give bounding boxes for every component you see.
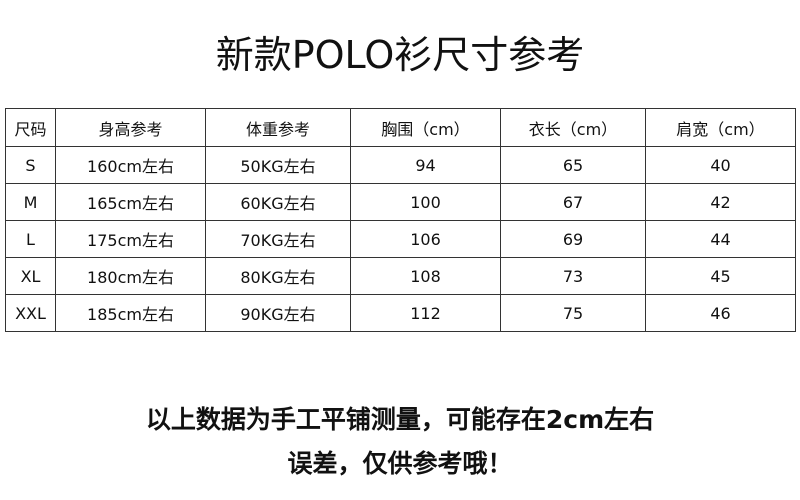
table-row: XL 180cm左右 80KG左右 108 73 45: [5, 257, 796, 295]
table-body: S 160cm左右 50KG左右 94 65 40 M 165cm左右 60KG左右 100 67 4…: [5, 146, 796, 332]
table-cell: L: [5, 220, 56, 258]
size-table: 尺码 身高参考 体重参考 胸围（cm） 衣长（cm） 肩宽（cm） S 160cm左右 50K…: [5, 108, 796, 332]
table-cell: 185cm左右: [55, 294, 206, 332]
table-cell: 90KG左右: [205, 294, 351, 332]
table-cell: 75: [500, 294, 646, 332]
table-cell: 70KG左右: [205, 220, 351, 258]
table-cell: 73: [500, 257, 646, 295]
column-header: 身高参考: [55, 108, 206, 147]
table-cell: 67: [500, 183, 646, 221]
table-cell: 100: [350, 183, 501, 221]
table-cell: 65: [500, 146, 646, 184]
table-cell: 175cm左右: [55, 220, 206, 258]
column-header: 尺码: [5, 108, 56, 147]
column-header: 胸围（cm）: [350, 108, 501, 147]
table-row: M 165cm左右 60KG左右 100 67 42: [5, 183, 796, 221]
table-row: S 160cm左右 50KG左右 94 65 40: [5, 146, 796, 184]
table-cell: XL: [5, 257, 56, 295]
column-header: 体重参考: [205, 108, 351, 147]
table-cell: S: [5, 146, 56, 184]
table-cell: 94: [350, 146, 501, 184]
note-line: 以上数据为手工平铺测量，可能存在2cm左右: [145, 405, 655, 434]
table-cell: 46: [645, 294, 796, 332]
table-cell: 69: [500, 220, 646, 258]
table-row: L 175cm左右 70KG左右 106 69 44: [5, 220, 796, 258]
column-header: 衣长（cm）: [500, 108, 646, 147]
table-cell: 44: [645, 220, 796, 258]
page-title: 新款POLO衫尺寸参考: [215, 33, 585, 77]
table-cell: 165cm左右: [55, 183, 206, 221]
table-cell: 80KG左右: [205, 257, 351, 295]
table-cell: 60KG左右: [205, 183, 351, 221]
table-cell: M: [5, 183, 56, 221]
table-cell: 108: [350, 257, 501, 295]
table-cell: 40: [645, 146, 796, 184]
note: 以上数据为手工平铺测量，可能存在2cm左右 误差，仅供参考哦！: [0, 398, 800, 486]
table-cell: 160cm左右: [55, 146, 206, 184]
table-cell: 106: [350, 220, 501, 258]
table-row: XXL 185cm左右 90KG左右 112 75 46: [5, 294, 796, 332]
header-row: 尺码 身高参考 体重参考 胸围（cm） 衣长（cm） 肩宽（cm）: [5, 108, 796, 147]
table-cell: 180cm左右: [55, 257, 206, 295]
table-cell: 112: [350, 294, 501, 332]
note-line: 误差，仅供参考哦！: [287, 449, 513, 478]
column-header: 肩宽（cm）: [645, 108, 796, 147]
table-cell: 45: [645, 257, 796, 295]
table-cell: 42: [645, 183, 796, 221]
table-cell: XXL: [5, 294, 56, 332]
table-cell: 50KG左右: [205, 146, 351, 184]
